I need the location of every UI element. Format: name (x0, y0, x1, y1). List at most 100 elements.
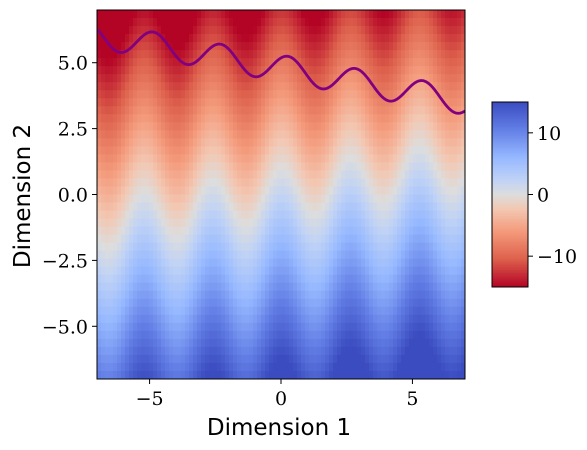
heatmap-cell (461, 10, 465, 19)
heatmap-cell (217, 114, 222, 123)
heatmap-cell (381, 202, 386, 212)
heatmap-cell (313, 330, 318, 340)
heatmap-cell (421, 370, 426, 379)
heatmap-cell (129, 298, 134, 308)
heatmap-cell (273, 314, 278, 324)
heatmap-cell (433, 242, 438, 252)
heatmap-cell (181, 354, 186, 364)
heatmap-cell (381, 210, 386, 220)
heatmap-cell (265, 370, 270, 379)
heatmap-cell (317, 314, 322, 324)
heatmap-cell (233, 194, 238, 204)
heatmap-cell (289, 26, 294, 35)
heatmap-cell (313, 242, 318, 252)
heatmap-cell (257, 34, 262, 43)
heatmap-cell (113, 18, 118, 27)
heatmap-cell (129, 146, 134, 155)
heatmap-cell (269, 138, 274, 147)
heatmap-cell (405, 42, 410, 51)
heatmap-cell (309, 26, 314, 35)
heatmap-cell (345, 234, 350, 244)
heatmap-cell (101, 322, 106, 332)
heatmap-cell (265, 10, 270, 19)
heatmap-cell (121, 178, 126, 188)
heatmap-cell (101, 314, 106, 324)
heatmap-cell (377, 322, 382, 332)
heatmap-cell (237, 90, 242, 99)
heatmap-cell (125, 314, 130, 324)
heatmap-cell (385, 18, 390, 27)
heatmap-cell (417, 178, 422, 188)
heatmap-cell (233, 106, 238, 115)
heatmap-cell (297, 170, 302, 180)
y-axis: −5.0−2.50.02.55.0 (42, 53, 97, 338)
heatmap-cell (177, 306, 182, 316)
colorbar-segment (492, 263, 528, 266)
heatmap-cell (241, 250, 246, 260)
heatmap-cell (321, 58, 326, 67)
heatmap-cell (453, 18, 458, 27)
heatmap-cell (397, 74, 402, 83)
heatmap-cell (173, 178, 178, 188)
heatmap-cell (189, 250, 194, 260)
heatmap-cell (349, 178, 354, 188)
heatmap-cell (341, 10, 346, 19)
heatmap-cell (405, 314, 410, 324)
heatmap-cell (193, 202, 198, 212)
heatmap-cell (349, 290, 354, 300)
heatmap-cell (121, 330, 126, 340)
heatmap-cell (145, 202, 150, 212)
heatmap-cell (257, 10, 262, 19)
heatmap-cell (269, 170, 274, 180)
heatmap-cell (397, 58, 402, 67)
heatmap-cell (185, 346, 190, 356)
heatmap-cell (121, 170, 126, 180)
heatmap-cell (301, 194, 306, 204)
heatmap-cell (289, 338, 294, 348)
heatmap-cell (265, 226, 270, 236)
colorbar-segment (492, 228, 528, 231)
heatmap-cell (245, 354, 250, 364)
heatmap-cell (369, 34, 374, 43)
heatmap-cell (313, 130, 318, 139)
heatmap-cell (413, 202, 418, 212)
heatmap-cell (317, 154, 322, 164)
heatmap-cell (177, 298, 182, 308)
heatmap-cell (141, 186, 146, 196)
heatmap-cell (201, 178, 206, 188)
heatmap-cell (121, 338, 126, 348)
heatmap-cell (437, 74, 442, 83)
heatmap-cell (337, 290, 342, 300)
heatmap-cell (149, 266, 154, 276)
heatmap-cell (161, 258, 166, 268)
heatmap-cell (441, 242, 446, 252)
heatmap-cell (333, 34, 338, 43)
heatmap-cell (333, 354, 338, 364)
heatmap-cell (249, 322, 254, 332)
heatmap-cell (137, 10, 142, 19)
heatmap-cell (197, 290, 202, 300)
heatmap-cell (109, 346, 114, 356)
heatmap-cell (253, 34, 258, 43)
heatmap-cell (141, 274, 146, 284)
heatmap-cell (425, 234, 430, 244)
heatmap-cell (365, 258, 370, 268)
heatmap-cell (257, 114, 262, 123)
heatmap-cell (417, 274, 422, 284)
heatmap-cell (321, 306, 326, 316)
heatmap-cell (429, 370, 434, 379)
heatmap-cell (133, 202, 138, 212)
heatmap-cell (369, 322, 374, 332)
heatmap-cell (133, 346, 138, 356)
heatmap-cell (445, 186, 450, 196)
heatmap-cell (353, 122, 358, 131)
heatmap-cell (421, 362, 426, 372)
heatmap-cell (121, 242, 126, 252)
heatmap-cell (353, 170, 358, 180)
heatmap-cell (301, 274, 306, 284)
heatmap-cell (281, 34, 286, 43)
heatmap-cell (169, 82, 174, 91)
heatmap-cell (225, 274, 230, 284)
heatmap-cell (297, 18, 302, 27)
heatmap-cell (261, 10, 266, 19)
